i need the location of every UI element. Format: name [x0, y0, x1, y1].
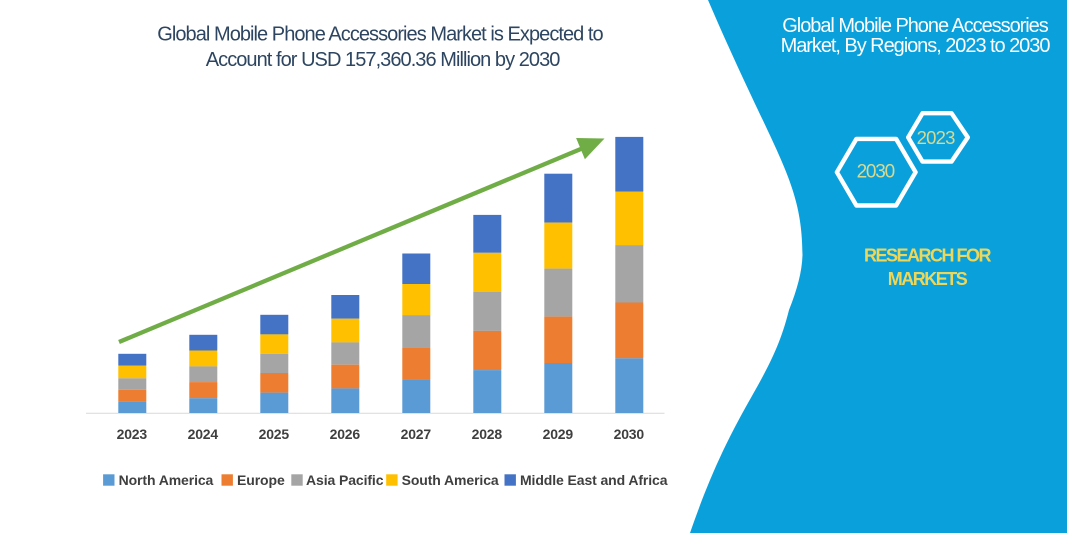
svg-text:Market, By Regions, 2023 to 20: Market, By Regions, 2023 to 2030	[781, 35, 1051, 57]
svg-text:Europe: Europe	[237, 472, 285, 488]
svg-text:RESEARCH FOR: RESEARCH FOR	[864, 246, 992, 266]
svg-text:2030: 2030	[857, 162, 895, 183]
svg-text:2025: 2025	[259, 426, 290, 442]
svg-text:2026: 2026	[330, 426, 361, 442]
svg-text:MARKETS: MARKETS	[888, 269, 968, 289]
svg-text:2024: 2024	[188, 426, 219, 442]
svg-text:South America: South America	[402, 472, 499, 488]
svg-text:Account for USD 157,360.36 Mil: Account for USD 157,360.36 Million by 20…	[206, 49, 560, 71]
svg-text:2023: 2023	[117, 426, 148, 442]
svg-text:Asia Pacific: Asia Pacific	[306, 472, 384, 488]
svg-text:2028: 2028	[472, 426, 503, 442]
svg-text:Global Mobile Phone Accessorie: Global Mobile Phone Accessories Market i…	[157, 24, 603, 46]
svg-text:Middle East and Africa: Middle East and Africa	[520, 472, 668, 488]
svg-text:North America: North America	[119, 472, 214, 488]
svg-text:2030: 2030	[614, 426, 645, 442]
svg-text:2027: 2027	[401, 426, 432, 442]
svg-text:Global Mobile Phone Accessorie: Global Mobile Phone Accessories	[782, 15, 1048, 37]
svg-text:2029: 2029	[543, 426, 574, 442]
svg-text:2023: 2023	[917, 127, 955, 148]
